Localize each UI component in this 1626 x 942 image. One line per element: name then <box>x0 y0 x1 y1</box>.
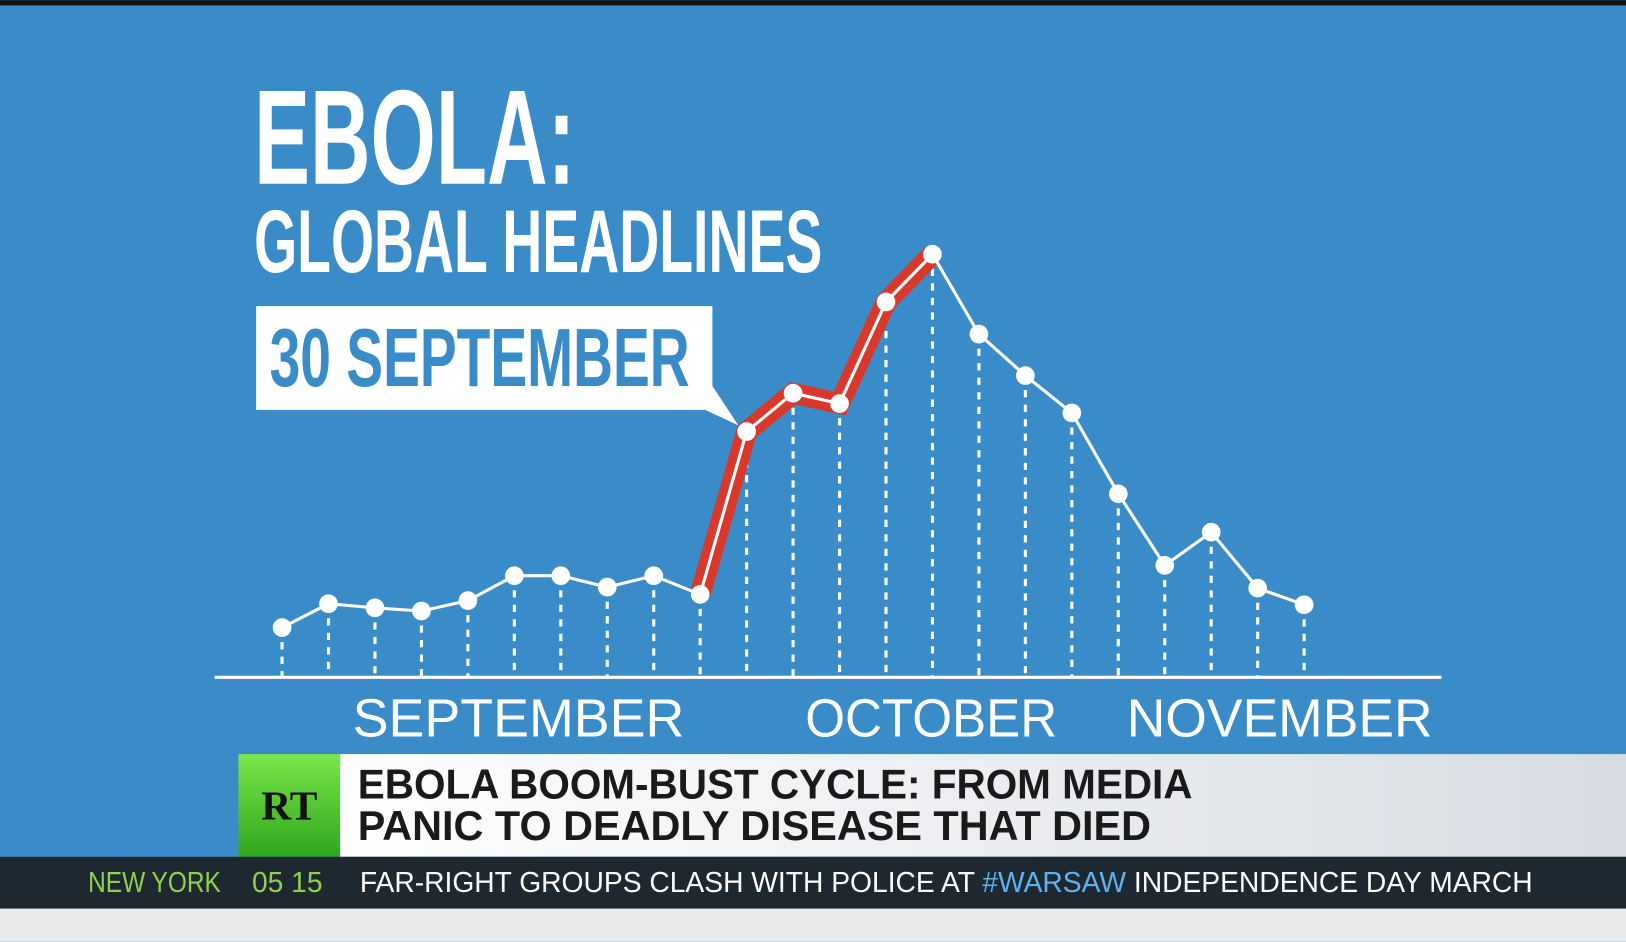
point <box>505 566 524 586</box>
logo: RT <box>261 782 317 828</box>
ticker-city: NEW YORK <box>88 867 221 899</box>
point <box>923 244 942 264</box>
plot <box>272 244 1314 678</box>
point <box>1248 578 1267 598</box>
headline-band <box>340 754 1626 857</box>
ticker-part: FAR-RIGHT GROUPS CLASH WITH POLICE AT <box>360 867 982 899</box>
chart-subtitle: GLOBAL HEADLINES <box>254 191 822 291</box>
point <box>365 598 385 618</box>
point <box>830 394 849 413</box>
x-axis-label: NOVEMBER <box>1127 688 1433 748</box>
point <box>597 577 617 597</box>
point <box>272 618 292 637</box>
point <box>969 324 989 344</box>
headline: EBOLA BOOM-BUST CYCLE: FROM MEDIA <box>358 761 1193 808</box>
point <box>1062 403 1082 423</box>
point <box>319 594 338 614</box>
ticker-part: INDEPENDENCE DAY MARCH <box>1126 867 1533 899</box>
point <box>1155 556 1175 575</box>
point <box>412 601 431 621</box>
headline: PANIC TO DEADLY DISEASE THAT DIED <box>358 802 1151 849</box>
chart-title: EBOLA: <box>254 62 575 213</box>
x-axis-label: SEPTEMBER <box>353 688 685 748</box>
point <box>1201 522 1221 542</box>
point <box>1016 366 1035 385</box>
point <box>1294 595 1314 615</box>
ticker-bar <box>0 856 1626 909</box>
point <box>783 383 803 403</box>
ticker-hashtag: #WARSAW <box>982 867 1126 899</box>
annotation-box <box>256 306 739 426</box>
top-bar <box>0 0 1626 6</box>
point <box>690 585 710 604</box>
point <box>644 566 664 586</box>
point <box>876 292 896 312</box>
logo-box <box>238 754 341 857</box>
player-bar <box>0 908 1626 942</box>
ticker-time: 05 15 <box>252 867 323 899</box>
annotation: 30 SEPTEMBER <box>270 311 690 404</box>
x-axis-label: OCTOBER <box>805 688 1057 748</box>
ticker-text: FAR-RIGHT GROUPS CLASH WITH POLICE AT #W… <box>360 867 1533 899</box>
point <box>1108 484 1128 504</box>
point <box>458 591 478 610</box>
point <box>551 566 571 586</box>
point <box>737 422 756 441</box>
